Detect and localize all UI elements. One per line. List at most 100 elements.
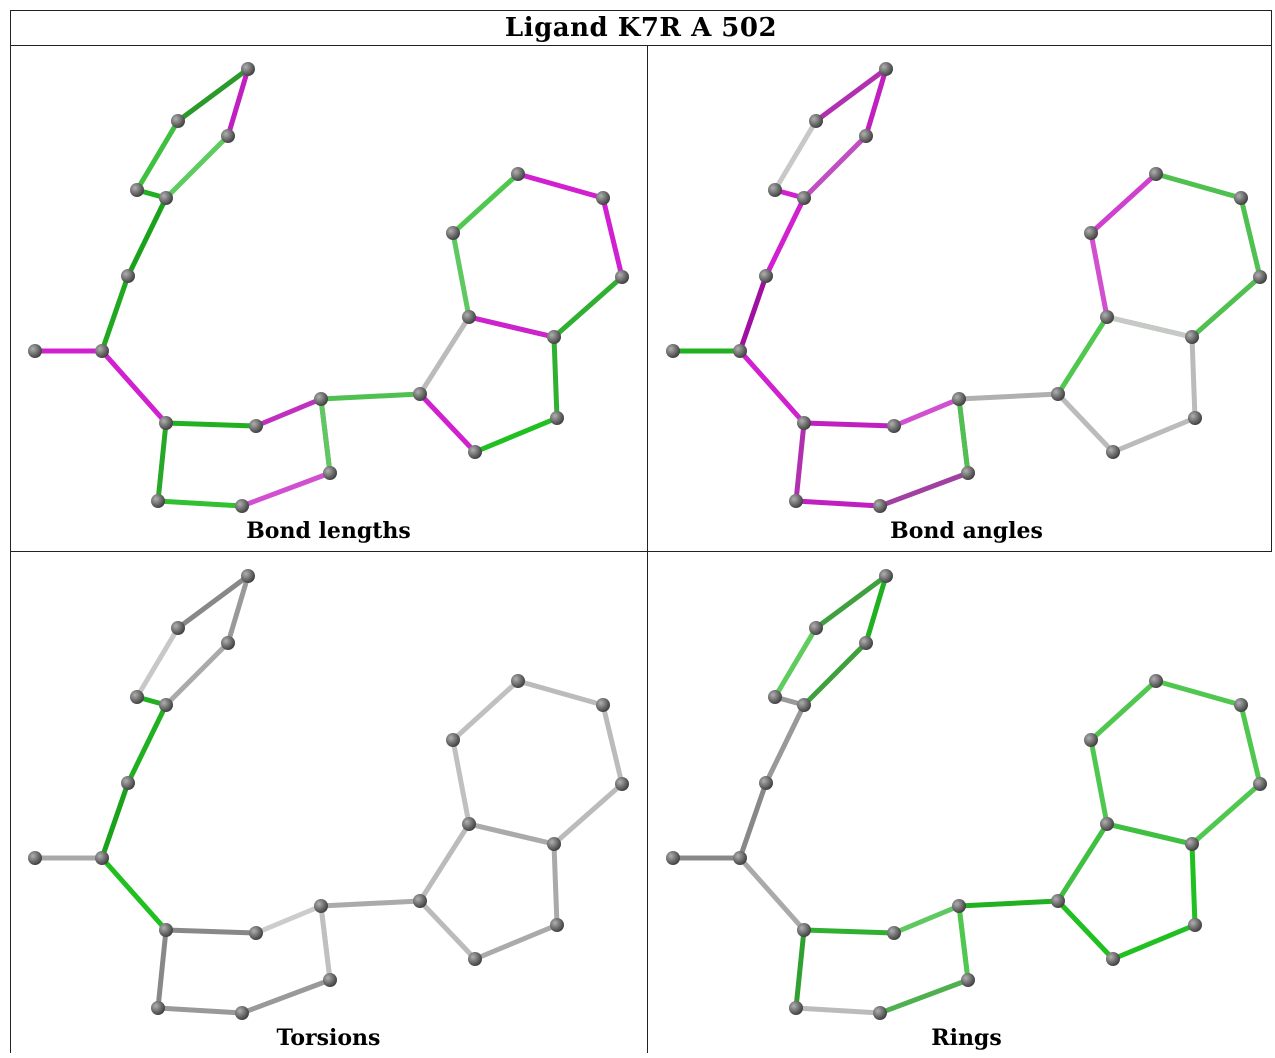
figure-title: Ligand K7R A 502 bbox=[10, 10, 1272, 46]
bond bbox=[450, 737, 472, 827]
atom bbox=[615, 270, 629, 284]
atom bbox=[952, 392, 966, 406]
bond bbox=[801, 420, 897, 429]
bond bbox=[1088, 737, 1110, 827]
bond bbox=[1055, 391, 1116, 455]
atom bbox=[859, 129, 873, 143]
atom bbox=[1051, 894, 1065, 908]
panel-caption-bond-lengths: Bond lengths bbox=[246, 518, 411, 544]
bond bbox=[253, 396, 324, 429]
atom bbox=[1234, 191, 1248, 205]
bond bbox=[318, 396, 333, 476]
bond bbox=[515, 678, 606, 708]
atom bbox=[797, 191, 811, 205]
molecule-bond-lengths bbox=[28, 62, 629, 513]
atom bbox=[1253, 777, 1267, 791]
atom bbox=[159, 191, 173, 205]
atom bbox=[859, 636, 873, 650]
atom bbox=[235, 499, 249, 513]
atom bbox=[1188, 411, 1202, 425]
atom bbox=[159, 416, 173, 430]
atom bbox=[1051, 387, 1065, 401]
bond bbox=[417, 314, 472, 397]
atom bbox=[159, 698, 173, 712]
atom bbox=[121, 776, 135, 790]
atom bbox=[241, 62, 255, 76]
bond bbox=[737, 780, 769, 861]
atom bbox=[550, 411, 564, 425]
bond bbox=[737, 855, 807, 933]
bond bbox=[163, 420, 259, 429]
atom bbox=[468, 445, 482, 459]
bond bbox=[1189, 841, 1198, 928]
atom bbox=[323, 466, 337, 480]
bond bbox=[763, 702, 807, 786]
bond bbox=[877, 977, 971, 1016]
bond bbox=[956, 391, 1061, 402]
bond bbox=[472, 922, 560, 962]
atom bbox=[221, 636, 235, 650]
atom bbox=[151, 494, 165, 508]
bond bbox=[225, 66, 251, 139]
bond bbox=[1088, 171, 1159, 236]
bond bbox=[793, 420, 807, 504]
atom bbox=[28, 851, 42, 865]
atom bbox=[130, 690, 144, 704]
bond bbox=[801, 927, 897, 936]
panel-caption-bond-angles: Bond angles bbox=[890, 518, 1043, 544]
bond bbox=[551, 781, 625, 847]
atom bbox=[1100, 817, 1114, 831]
bond bbox=[163, 133, 231, 201]
atom bbox=[446, 733, 460, 747]
atom bbox=[468, 952, 482, 966]
atom bbox=[733, 851, 747, 865]
atom bbox=[879, 569, 893, 583]
atom bbox=[221, 129, 235, 143]
atom bbox=[797, 416, 811, 430]
bond bbox=[318, 391, 423, 402]
atom bbox=[952, 899, 966, 913]
bond bbox=[318, 903, 333, 983]
atom bbox=[547, 837, 561, 851]
bond bbox=[772, 625, 819, 700]
bond bbox=[466, 314, 557, 340]
panel-rings: Rings bbox=[648, 552, 1275, 1058]
atom bbox=[511, 674, 525, 688]
bond bbox=[863, 66, 889, 139]
bond bbox=[125, 195, 169, 279]
atom bbox=[873, 1006, 887, 1020]
bond bbox=[772, 118, 819, 193]
molecule-rings bbox=[666, 569, 1267, 1020]
atom bbox=[314, 899, 328, 913]
atom bbox=[1149, 674, 1163, 688]
bond bbox=[737, 273, 769, 354]
atom bbox=[759, 776, 773, 790]
molecule-bond-angles bbox=[666, 62, 1267, 513]
bond bbox=[813, 66, 889, 124]
panel-grid: Bond lengths Bond angles Torsions Rings bbox=[10, 45, 1272, 1053]
atom bbox=[1084, 226, 1098, 240]
bond bbox=[863, 573, 889, 646]
bond bbox=[1088, 678, 1159, 743]
bond bbox=[1189, 274, 1263, 340]
bond bbox=[891, 396, 962, 429]
bond bbox=[1104, 821, 1195, 847]
atom bbox=[596, 698, 610, 712]
bond bbox=[155, 927, 169, 1011]
atom bbox=[961, 973, 975, 987]
atom bbox=[797, 923, 811, 937]
panel-torsions: Torsions bbox=[10, 552, 647, 1058]
bond bbox=[155, 420, 169, 504]
bond bbox=[1238, 702, 1263, 787]
atom bbox=[879, 62, 893, 76]
atom bbox=[446, 226, 460, 240]
bond bbox=[515, 171, 606, 201]
bond bbox=[551, 841, 560, 928]
table-border-left bbox=[10, 45, 11, 1053]
bond bbox=[450, 171, 521, 236]
bond bbox=[1055, 898, 1116, 962]
bond bbox=[1153, 171, 1244, 201]
atom bbox=[1253, 270, 1267, 284]
atom bbox=[1106, 952, 1120, 966]
figure-frame: Ligand K7R A 502 Bond lengths Bond angle… bbox=[10, 10, 1272, 1053]
